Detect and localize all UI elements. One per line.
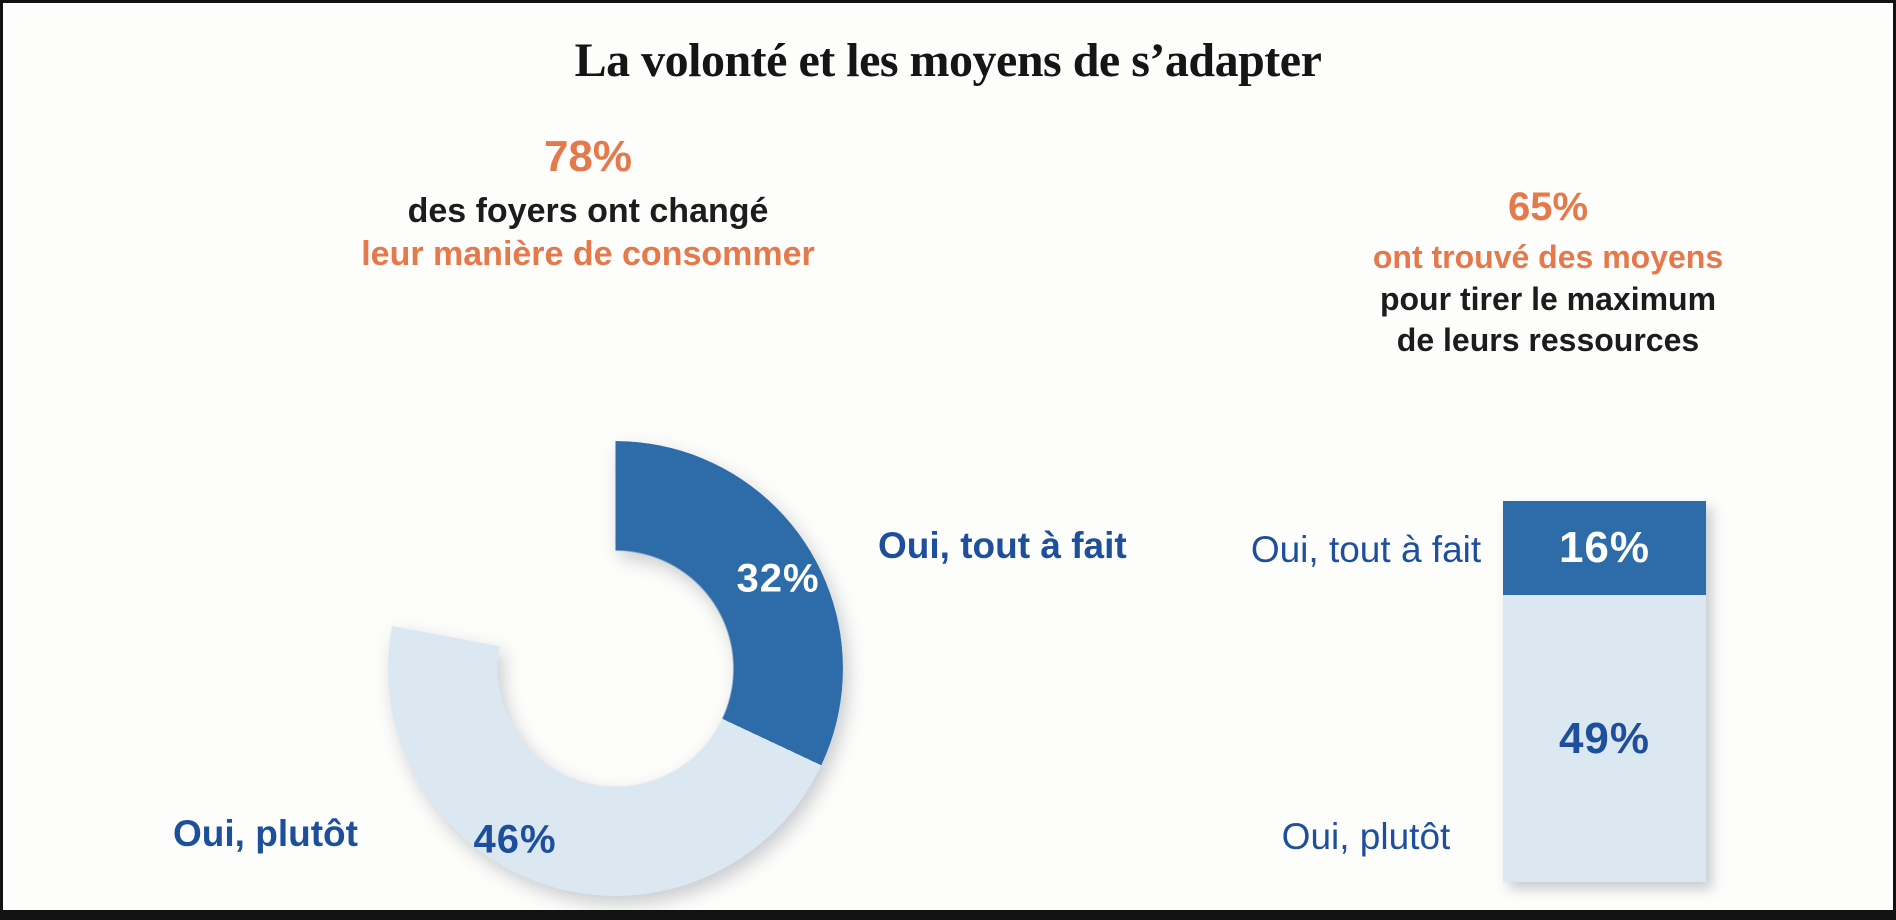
left-headline-line3: leur manière de consommer (361, 235, 815, 274)
left-headline-line2: des foyers ont changé (407, 192, 769, 231)
bar-label-plutot: Oui, plutôt (1281, 816, 1451, 857)
bar-value-label-plutot: 49% (1558, 713, 1651, 763)
bar-segment-plutot: 49% (1503, 595, 1706, 882)
donut-label-tout-a-fait: Oui, tout à fait (878, 525, 1127, 566)
bar-label-tout-a-fait: Oui, tout à fait (1250, 529, 1482, 570)
page-title: La volonté et les moyens de s’adapter (574, 34, 1322, 87)
stacked-bar-chart: 16% 49% (1503, 501, 1706, 882)
left-headline-value: 78% (543, 132, 633, 181)
right-headline-line4: de leurs ressources (1396, 322, 1700, 359)
donut-label-plutot: Oui, plutôt (173, 813, 358, 854)
right-headline-line3: pour tirer le maximum (1379, 280, 1717, 317)
donut-chart (388, 441, 843, 896)
right-headline-line2: ont trouvé des moyens (1372, 239, 1724, 275)
right-chart-headline: 65% ont trouvé des moyens pour tirer le … (1323, 181, 1773, 362)
bar-value-label-tout-a-fait: 16% (1558, 523, 1651, 572)
bar-segment-tout-a-fait: 16% (1503, 501, 1706, 595)
donut-ring (388, 441, 843, 896)
left-chart-headline: 78% des foyers ont changé leur manière d… (238, 129, 938, 276)
right-headline-value: 65% (1507, 185, 1589, 229)
